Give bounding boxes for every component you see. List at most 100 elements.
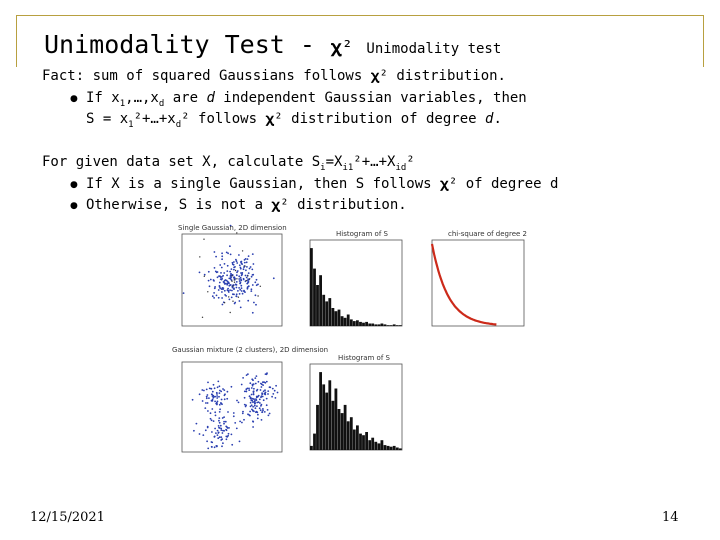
scatter-point bbox=[216, 276, 219, 279]
scatter-point bbox=[231, 263, 234, 266]
scatter-point bbox=[229, 289, 231, 292]
scatter-point bbox=[207, 270, 210, 273]
scatter-point bbox=[251, 408, 253, 411]
histogram-bar bbox=[362, 322, 365, 326]
scatter-point bbox=[235, 281, 238, 283]
scatter-point bbox=[227, 287, 229, 290]
scatter-point bbox=[235, 286, 238, 289]
scatter-point bbox=[244, 291, 246, 293]
scatter-point bbox=[220, 272, 222, 274]
scatter-point bbox=[259, 285, 261, 287]
scatter-point bbox=[238, 440, 241, 443]
scatter-point bbox=[223, 416, 225, 418]
scatter-point bbox=[243, 259, 246, 261]
scatter-point bbox=[224, 393, 226, 396]
fact-bullet-1-cont: S = x1²+…+xd² follows 𝛘² distribution of… bbox=[86, 111, 502, 130]
scatter-point bbox=[223, 272, 226, 274]
scatter-point bbox=[218, 403, 221, 406]
scatter-point bbox=[252, 390, 255, 393]
scatter-point bbox=[236, 399, 238, 402]
scatter-point bbox=[218, 395, 220, 398]
scatter-point bbox=[226, 274, 228, 277]
scatter-point bbox=[222, 274, 224, 277]
scatter-point bbox=[252, 392, 255, 394]
histogram-bar bbox=[383, 445, 387, 450]
histogram-bar bbox=[389, 446, 393, 450]
scatter-point bbox=[252, 263, 255, 265]
histogram-bar bbox=[349, 319, 353, 326]
histogram-bar bbox=[368, 323, 372, 326]
scatter-point bbox=[251, 284, 254, 286]
scatter-point bbox=[240, 272, 242, 274]
scatter-point bbox=[203, 275, 205, 277]
scatter-point bbox=[265, 404, 268, 407]
scatter-point bbox=[231, 280, 233, 282]
scatter-point bbox=[182, 292, 185, 294]
scatter-point bbox=[220, 288, 223, 290]
scatter-point bbox=[236, 262, 239, 264]
scatter-point bbox=[229, 311, 231, 314]
scatter-point bbox=[238, 287, 240, 289]
scatter-point bbox=[215, 402, 218, 405]
scatter-point bbox=[231, 261, 234, 264]
scatter-point bbox=[206, 402, 209, 404]
scatter-point bbox=[242, 277, 245, 280]
scatter-point bbox=[220, 266, 223, 269]
histogram-bar bbox=[389, 325, 393, 326]
scatter-point bbox=[201, 316, 204, 318]
histogram-bar bbox=[328, 298, 332, 326]
scatter-point bbox=[225, 282, 227, 285]
scatter-point bbox=[235, 295, 238, 298]
scatter-point bbox=[255, 375, 258, 377]
scatter-point bbox=[238, 280, 241, 282]
scatter-point bbox=[221, 291, 223, 293]
scatter-point bbox=[249, 278, 251, 280]
scatter-point bbox=[199, 256, 201, 258]
scatter-point bbox=[263, 411, 266, 413]
scatter-point bbox=[226, 282, 229, 285]
scatter-point bbox=[252, 426, 254, 428]
scatter-point bbox=[238, 275, 241, 278]
scatter-point bbox=[221, 255, 224, 258]
title-main: Unimodality Test - bbox=[44, 30, 315, 59]
scatter-point bbox=[249, 410, 251, 413]
scatter-point bbox=[249, 414, 251, 417]
scatter-point bbox=[259, 402, 261, 404]
scatter-point bbox=[261, 392, 263, 394]
histogram-bar bbox=[331, 400, 335, 450]
scatter-point bbox=[208, 285, 211, 288]
scatter-point bbox=[234, 269, 237, 272]
scatter-point bbox=[226, 397, 229, 400]
histogram-bar bbox=[343, 404, 347, 450]
scatter-point bbox=[223, 263, 226, 265]
histogram-bar bbox=[331, 308, 335, 326]
histogram-plot-2 bbox=[309, 363, 403, 451]
scatter-point bbox=[236, 232, 238, 234]
scatter-point bbox=[191, 398, 194, 401]
scatter-point bbox=[220, 402, 222, 405]
figure-chi-square-curve: chi-square of degree 2 bbox=[420, 230, 530, 334]
scatter-point bbox=[210, 419, 213, 422]
histogram-bar bbox=[356, 320, 359, 326]
scatter-point bbox=[257, 413, 259, 416]
scatter-point bbox=[225, 251, 228, 254]
scatter-point bbox=[216, 429, 219, 432]
scatter-point bbox=[214, 400, 216, 403]
scatter-point bbox=[202, 434, 205, 436]
scatter-point bbox=[207, 381, 209, 384]
histogram-bar bbox=[380, 440, 384, 450]
scatter-point bbox=[217, 437, 220, 440]
title-sub: Unimodality test bbox=[366, 41, 502, 57]
scatter-point bbox=[241, 412, 244, 415]
scatter-point bbox=[212, 279, 215, 281]
scatter-point bbox=[275, 384, 277, 387]
histogram-bar bbox=[395, 325, 399, 326]
scatter-point bbox=[195, 422, 198, 425]
scatter-point bbox=[233, 276, 236, 279]
scatter-point bbox=[257, 394, 260, 397]
given-bullet-2: Otherwise, S is not a 𝛘² distribution. bbox=[86, 197, 407, 213]
scatter-point bbox=[218, 421, 221, 424]
histogram-bar bbox=[374, 324, 378, 326]
scatter-point bbox=[227, 411, 229, 413]
scatter-point bbox=[238, 300, 241, 302]
